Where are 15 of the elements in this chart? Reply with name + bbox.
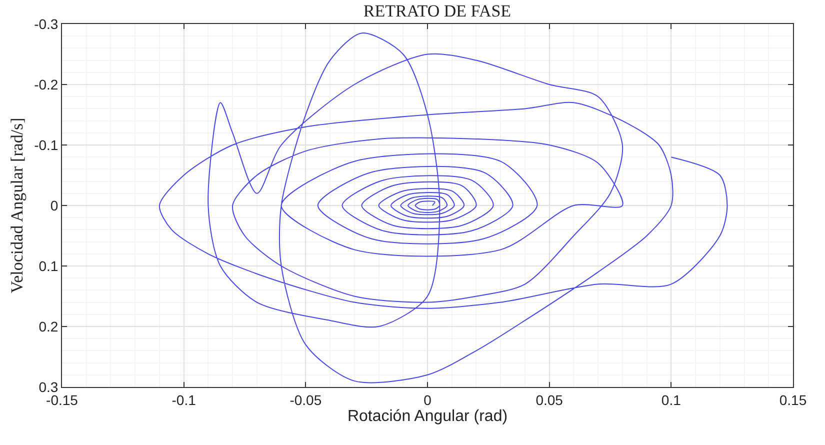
x-axis-title: Rotación Angular (rad): [347, 408, 508, 425]
y-tick-label: 0.1: [38, 258, 58, 274]
x-tick-label: 0: [424, 392, 432, 408]
x-tick-label: 0.15: [779, 392, 807, 408]
x-tick-label: 0.05: [536, 392, 564, 408]
y-tick-label: -0.1: [34, 136, 58, 153]
x-tick-label: 0.1: [661, 392, 682, 408]
x-tick-label: -0.1: [172, 392, 196, 408]
y-tick-label: 0.2: [38, 318, 58, 334]
y-tick-label: -0.2: [34, 76, 58, 92]
y-tick-label: 0: [50, 197, 58, 214]
x-tick-label: -0.05: [290, 392, 322, 408]
y-axis-title: Velocidad Angular [rad/s]: [8, 118, 27, 294]
y-tick-label: -0.3: [34, 16, 58, 32]
chart-title: RETRATO DE FASE: [363, 1, 512, 20]
